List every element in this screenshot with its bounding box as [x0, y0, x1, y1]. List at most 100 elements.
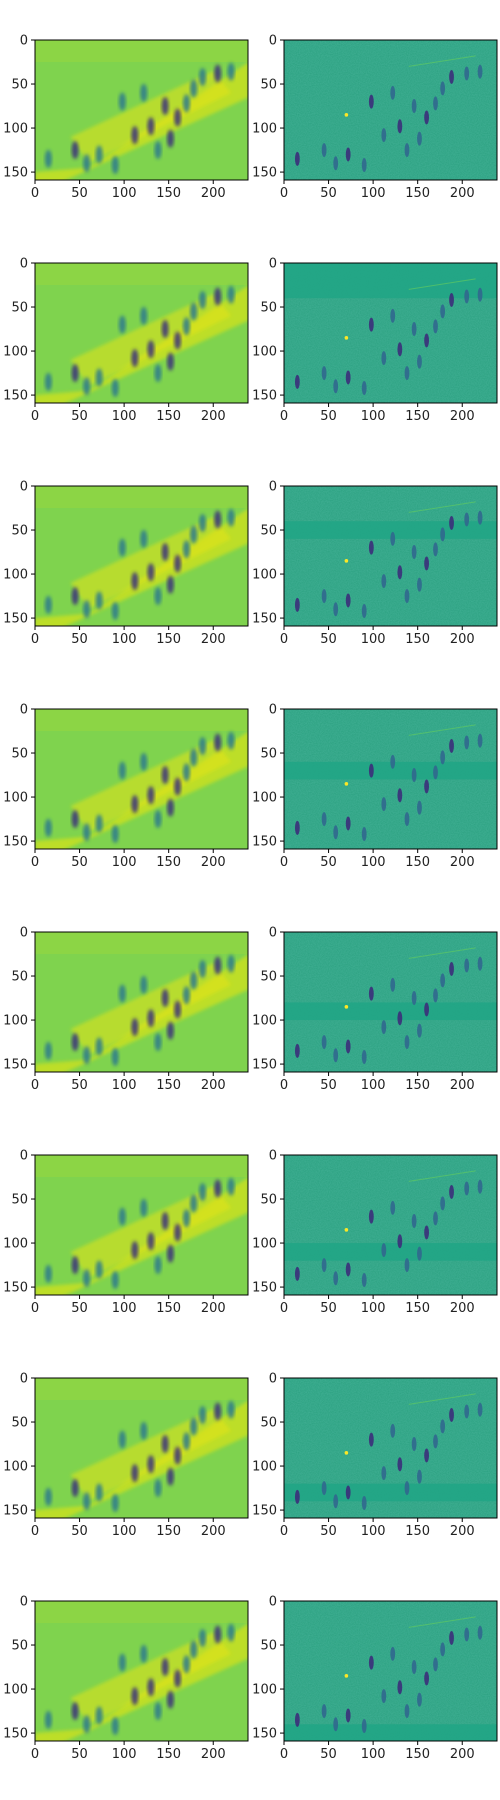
y-tick-label: 100 [3, 1014, 28, 1029]
x-tick-label: 200 [450, 409, 475, 424]
panel-7-0: 0 50 100 150 200 0 50 100 150 [3, 1595, 249, 1762]
x-tick-label: 0 [31, 1078, 39, 1093]
x-tick-label: 0 [280, 1524, 288, 1539]
panel-3-0: 0 50 100 150 200 0 50 100 150 [3, 703, 249, 870]
y-tick-label: 0 [269, 926, 277, 941]
y-tick-label: 150 [3, 1727, 28, 1742]
heatmap-image [284, 932, 497, 1072]
y-tick-label: 100 [3, 122, 28, 137]
heatmap-image [284, 486, 497, 626]
y-tick-label: 50 [260, 1416, 277, 1431]
heatmap-image [284, 709, 497, 849]
y-tick-label: 150 [3, 612, 28, 627]
x-tick-label: 100 [112, 632, 137, 647]
panel-0-1: 0 50 100 150 200 0 50 100 150 [252, 34, 498, 201]
y-tick-label: 0 [269, 34, 277, 49]
y-tick-label: 50 [11, 524, 28, 539]
x-tick-label: 150 [156, 1301, 181, 1316]
y-tick-label: 0 [269, 703, 277, 718]
x-tick-label: 100 [112, 1747, 137, 1762]
x-tick-label: 100 [361, 409, 386, 424]
y-tick-label: 50 [260, 1193, 277, 1208]
y-tick-label: 50 [11, 1416, 28, 1431]
y-tick-label: 0 [269, 1595, 277, 1610]
panel-1-0: 0 50 100 150 200 0 50 100 150 [3, 257, 249, 424]
x-tick-label: 50 [71, 1524, 88, 1539]
y-tick-label: 50 [260, 524, 277, 539]
y-tick-label: 50 [11, 301, 28, 316]
heatmap-image [284, 40, 497, 180]
axes-frame [34, 1154, 249, 1296]
axes-frame [283, 262, 498, 404]
axes-frame [283, 931, 498, 1073]
panel-2-1: 0 50 100 150 200 0 50 100 150 [252, 480, 498, 647]
panel-5-0: 0 50 100 150 200 0 50 100 150 [3, 1149, 249, 1316]
y-tick-label: 50 [260, 1639, 277, 1654]
x-tick-label: 100 [112, 1078, 137, 1093]
heatmap-image [284, 1601, 497, 1741]
x-tick-label: 0 [280, 186, 288, 201]
y-tick-label: 50 [11, 1639, 28, 1654]
y-tick-label: 150 [252, 389, 277, 404]
x-tick-label: 0 [280, 855, 288, 870]
y-tick-label: 50 [260, 78, 277, 93]
y-tick-label: 0 [20, 1595, 28, 1610]
y-tick-label: 0 [269, 257, 277, 272]
panel-5-1: 0 50 100 150 200 0 50 100 150 [252, 1149, 498, 1316]
y-tick-label: 100 [3, 791, 28, 806]
heatmap-image [35, 1378, 248, 1518]
x-tick-label: 100 [361, 186, 386, 201]
x-tick-label: 50 [320, 855, 337, 870]
y-tick-label: 150 [3, 1504, 28, 1519]
panel-2-0: 0 50 100 150 200 0 50 100 150 [3, 480, 249, 647]
x-tick-label: 150 [405, 1078, 430, 1093]
x-tick-label: 0 [31, 1301, 39, 1316]
x-tick-label: 100 [361, 1301, 386, 1316]
y-tick-label: 150 [252, 835, 277, 850]
axes-frame [283, 1377, 498, 1519]
y-tick-label: 100 [3, 1683, 28, 1698]
axes-frame [283, 708, 498, 850]
x-tick-label: 50 [71, 186, 88, 201]
x-tick-label: 200 [201, 632, 226, 647]
y-tick-label: 50 [11, 970, 28, 985]
panel-6-0: 0 50 100 150 200 0 50 100 150 [3, 1372, 249, 1539]
x-tick-label: 0 [31, 1524, 39, 1539]
y-tick-label: 50 [260, 747, 277, 762]
heatmap-image [35, 709, 248, 849]
x-tick-label: 0 [280, 1301, 288, 1316]
panel-4-0: 0 50 100 150 200 0 50 100 150 [3, 926, 249, 1093]
axes-frame [34, 931, 249, 1073]
y-tick-label: 0 [20, 926, 28, 941]
x-tick-label: 150 [156, 855, 181, 870]
x-tick-label: 200 [450, 855, 475, 870]
x-tick-label: 50 [320, 632, 337, 647]
y-tick-label: 150 [252, 1281, 277, 1296]
x-tick-label: 50 [320, 1524, 337, 1539]
panel-3-1: 0 50 100 150 200 0 50 100 150 [252, 703, 498, 870]
x-tick-label: 200 [450, 1301, 475, 1316]
x-tick-label: 100 [112, 186, 137, 201]
x-tick-label: 100 [112, 409, 137, 424]
x-tick-label: 50 [320, 1301, 337, 1316]
panel-4-1: 0 50 100 150 200 0 50 100 150 [252, 926, 498, 1093]
heatmap-image [284, 263, 497, 403]
x-tick-label: 0 [31, 1747, 39, 1762]
y-tick-label: 150 [252, 1504, 277, 1519]
y-tick-label: 150 [252, 612, 277, 627]
y-tick-label: 150 [3, 835, 28, 850]
heatmap-image [35, 1155, 248, 1295]
y-tick-label: 0 [20, 257, 28, 272]
x-tick-label: 150 [405, 1301, 430, 1316]
x-tick-label: 50 [320, 409, 337, 424]
y-tick-label: 150 [3, 1281, 28, 1296]
x-tick-label: 200 [450, 1747, 475, 1762]
y-tick-label: 0 [20, 1372, 28, 1387]
y-tick-label: 50 [11, 747, 28, 762]
x-tick-label: 0 [280, 632, 288, 647]
x-tick-label: 0 [31, 409, 39, 424]
y-tick-label: 100 [3, 1460, 28, 1475]
axes-frame [34, 1377, 249, 1519]
y-tick-label: 150 [252, 166, 277, 181]
